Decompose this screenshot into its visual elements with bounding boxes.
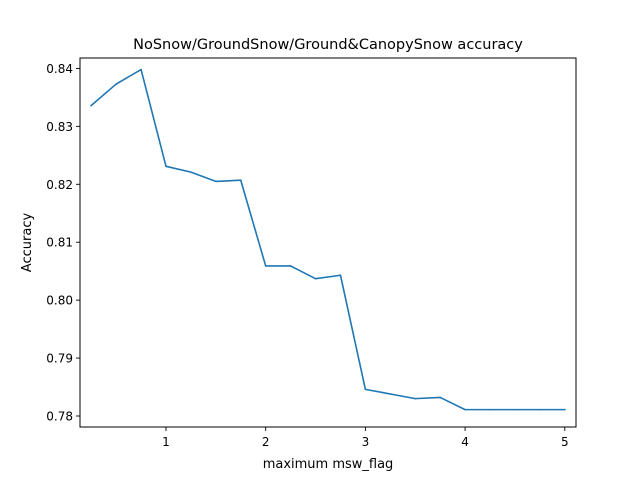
data-point [514, 408, 516, 411]
data-point [489, 408, 491, 411]
x-tick-label: 3 [362, 435, 370, 449]
data-point [339, 274, 342, 277]
x-axis-ticks: 1 2 3 4 5 [162, 427, 569, 449]
y-tick-label: 0.78 [46, 409, 73, 423]
data-point [165, 165, 167, 168]
x-tick-label: 5 [561, 435, 569, 449]
data-point [190, 171, 192, 173]
data-point [215, 180, 217, 183]
data-point [264, 265, 267, 267]
y-tick-label: 0.80 [46, 294, 73, 308]
data-point [539, 408, 541, 411]
chart-title: NoSnow/GroundSnow/Ground&CanopySnow accu… [133, 37, 523, 53]
y-tick-label: 0.79 [46, 352, 73, 366]
data-point [239, 179, 242, 182]
data-point [364, 388, 367, 391]
data-point [414, 397, 417, 400]
y-tick-label: 0.83 [46, 120, 73, 134]
plot-area-frame [79, 57, 577, 428]
y-axis-label: Accuracy [20, 213, 35, 273]
y-tick-label: 0.84 [46, 62, 73, 76]
y-tick-label: 0.82 [46, 178, 73, 192]
data-point [389, 393, 392, 395]
x-tick-label: 2 [262, 435, 270, 449]
data-point [464, 408, 466, 411]
y-axis-ticks: 0.78 0.79 0.80 0.81 0.82 0.83 0.84 [46, 62, 80, 423]
data-point [140, 68, 142, 71]
data-point [90, 104, 93, 107]
series-points [90, 68, 566, 411]
y-tick-label: 0.81 [46, 236, 73, 250]
x-axis-label: maximum msw_flag [263, 457, 394, 472]
series-line [90, 68, 566, 411]
x-tick-label: 1 [162, 435, 170, 449]
data-point [563, 408, 566, 411]
data-point [289, 265, 292, 267]
data-point [115, 83, 117, 85]
data-point [439, 396, 441, 399]
x-tick-label: 4 [461, 435, 469, 449]
data-point [314, 277, 317, 280]
